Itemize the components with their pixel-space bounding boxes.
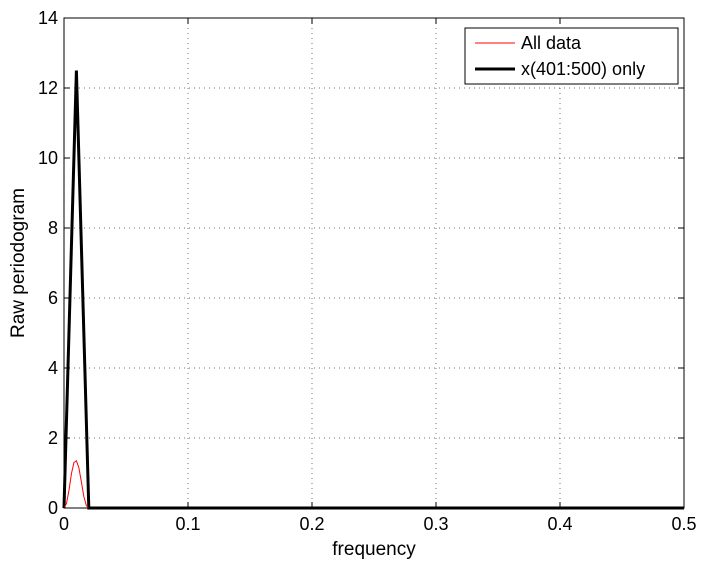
y-tick-label: 14 bbox=[38, 8, 58, 28]
y-tick-label: 4 bbox=[48, 358, 58, 378]
legend-box bbox=[464, 27, 679, 85]
x-tick-label: 0.1 bbox=[175, 514, 200, 534]
legend: All data x(401:500) only bbox=[464, 27, 679, 85]
series-line-0 bbox=[63, 459, 684, 509]
x-tick-label: 0.4 bbox=[547, 514, 572, 534]
y-tick-label: 6 bbox=[48, 288, 58, 308]
x-tick-label: 0 bbox=[59, 514, 69, 534]
y-tick-label: 0 bbox=[48, 498, 58, 518]
legend-label-subset: x(401:500) only bbox=[521, 59, 645, 79]
plot-frame bbox=[63, 17, 685, 509]
y-axis-label: Raw periodogram bbox=[8, 188, 29, 338]
x-tick-label: 0.5 bbox=[671, 514, 696, 534]
legend-label-all-data: All data bbox=[521, 33, 582, 53]
ticks: 0 0.1 0.2 0.3 0.4 0.5 0 2 4 6 8 10 12 14 bbox=[38, 8, 697, 534]
grid bbox=[64, 18, 684, 508]
x-tick-label: 0.3 bbox=[423, 514, 448, 534]
y-tick-label: 10 bbox=[38, 148, 58, 168]
y-tick-label: 12 bbox=[38, 78, 58, 98]
x-tick-label: 0.2 bbox=[299, 514, 324, 534]
x-axis-label: frequency bbox=[332, 539, 416, 560]
y-tick-label: 8 bbox=[48, 218, 58, 238]
y-tick-label: 2 bbox=[48, 428, 58, 448]
